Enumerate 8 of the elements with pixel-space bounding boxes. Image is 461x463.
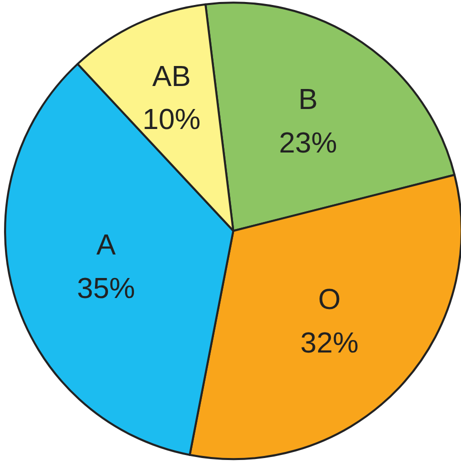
slice-label: A: [96, 230, 116, 262]
slice-label: AB: [152, 60, 191, 93]
data-label: 35%: [77, 272, 136, 305]
data-label: 32%: [300, 327, 358, 360]
data-label: 10%: [142, 104, 201, 136]
slice-label: B: [298, 84, 318, 116]
slice-label: O: [318, 284, 341, 316]
data-label: 23%: [279, 127, 338, 160]
